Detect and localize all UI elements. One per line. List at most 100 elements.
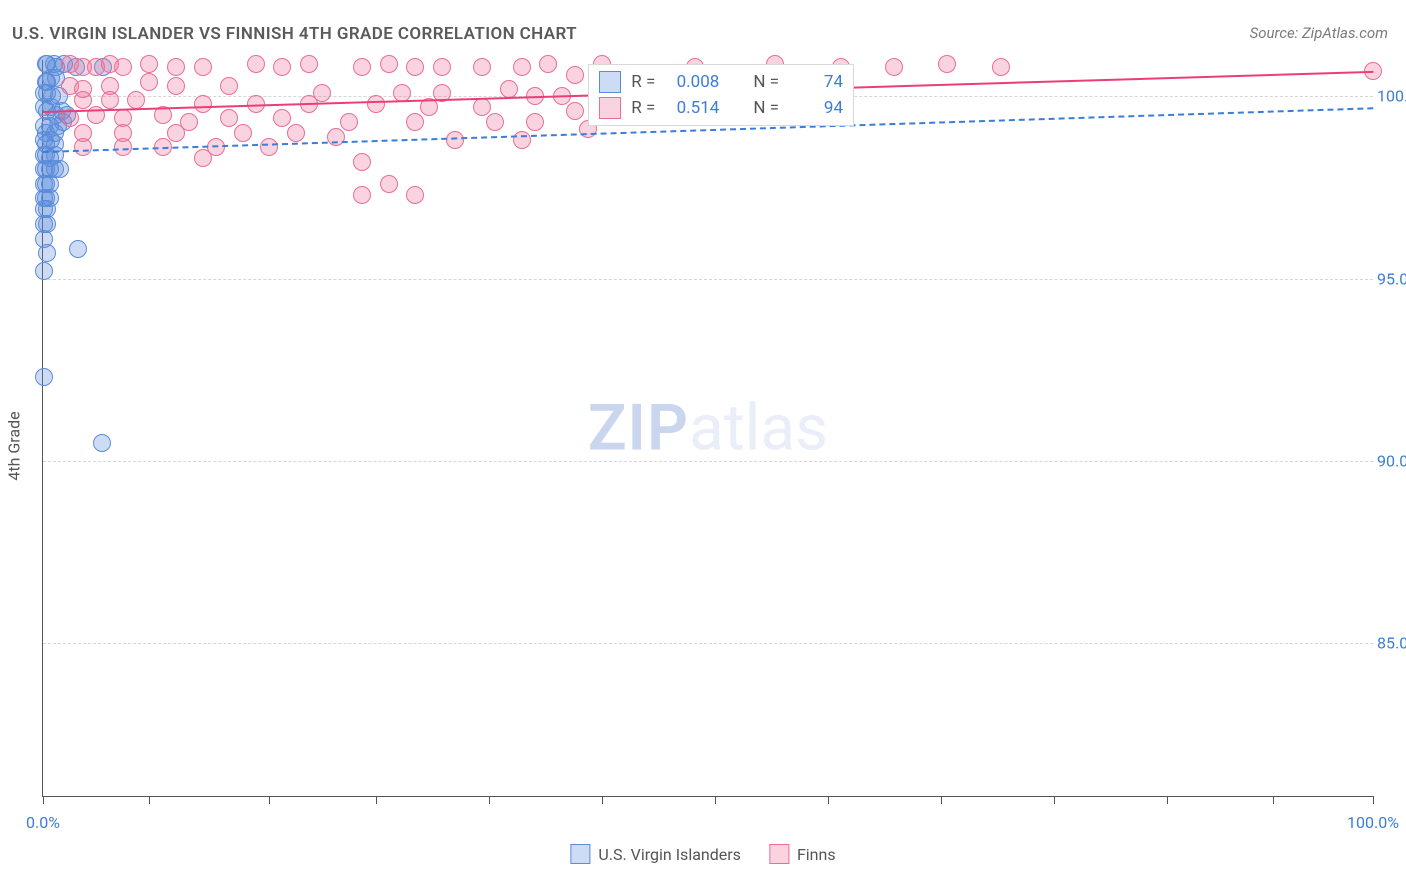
stats-swatch-usvi <box>599 71 621 93</box>
stats-n-label: N = <box>753 72 779 92</box>
stats-swatch-finns <box>599 97 621 119</box>
scatter-point-finns <box>406 58 424 76</box>
scatter-point-finns <box>566 102 584 120</box>
x-tick <box>376 796 377 804</box>
scatter-point-finns <box>539 55 557 73</box>
scatter-point-finns <box>74 91 92 109</box>
scatter-point-finns <box>446 131 464 149</box>
x-tick <box>1373 796 1374 804</box>
legend-item-usvi: U.S. Virgin Islanders <box>570 844 741 864</box>
scatter-point-finns <box>486 113 504 131</box>
scatter-point-usvi <box>93 434 111 452</box>
scatter-point-finns <box>140 73 158 91</box>
x-tick <box>715 796 716 804</box>
plot-area: ZIPatlas 85.0%90.0%95.0%100.0%0.0%100.0%… <box>42 60 1373 797</box>
scatter-point-usvi <box>35 368 53 386</box>
x-tick <box>1054 796 1055 804</box>
scatter-point-finns <box>247 55 265 73</box>
scatter-point-finns <box>287 124 305 142</box>
legend-label-finns: Finns <box>797 845 836 864</box>
x-tick <box>828 796 829 804</box>
y-tick-label: 85.0% <box>1377 633 1406 652</box>
stats-r-value-usvi: 0.008 <box>665 72 719 92</box>
x-tick <box>489 796 490 804</box>
legend-item-finns: Finns <box>769 844 836 864</box>
x-tick <box>269 796 270 804</box>
scatter-point-finns <box>406 113 424 131</box>
scatter-point-usvi <box>35 262 53 280</box>
stats-row-finns: R = 0.514 N = 94 <box>599 97 843 119</box>
y-tick-label: 100.0% <box>1377 87 1406 106</box>
scatter-point-finns <box>140 55 158 73</box>
x-tick <box>43 796 44 804</box>
scatter-point-finns <box>300 55 318 73</box>
legend-swatch-finns <box>769 844 789 864</box>
scatter-point-finns <box>473 98 491 116</box>
scatter-point-finns <box>260 138 278 156</box>
scatter-point-finns <box>167 58 185 76</box>
x-tick <box>1273 796 1274 804</box>
scatter-point-finns <box>74 138 92 156</box>
scatter-point-finns <box>101 91 119 109</box>
stats-box: R = 0.008 N = 74 R = 0.514 N = 94 <box>588 64 854 126</box>
stats-n-label: N = <box>753 98 779 118</box>
scatter-point-finns <box>194 149 212 167</box>
scatter-point-finns <box>473 58 491 76</box>
scatter-point-finns <box>526 113 544 131</box>
stats-r-label: R = <box>631 72 655 92</box>
stats-r-label: R = <box>631 98 655 118</box>
scatter-point-finns <box>167 77 185 95</box>
scatter-point-usvi <box>38 244 56 262</box>
chart-title: U.S. VIRGIN ISLANDER VS FINNISH 4TH GRAD… <box>12 24 577 44</box>
gridline-h <box>43 279 1373 280</box>
watermark: ZIPatlas <box>588 391 828 466</box>
stats-row-usvi: R = 0.008 N = 74 <box>599 71 843 93</box>
watermark-zip: ZIP <box>588 391 689 466</box>
x-tick <box>941 796 942 804</box>
scatter-point-finns <box>340 113 358 131</box>
x-tick-label: 100.0% <box>1347 813 1399 832</box>
stats-n-value-usvi: 74 <box>789 72 843 92</box>
gridline-h <box>43 461 1373 462</box>
legend-label-usvi: U.S. Virgin Islanders <box>598 845 741 864</box>
y-axis-label: 4th Grade <box>5 411 24 480</box>
scatter-point-finns <box>234 124 252 142</box>
scatter-point-finns <box>353 186 371 204</box>
scatter-point-finns <box>566 66 584 84</box>
scatter-point-finns <box>114 58 132 76</box>
scatter-point-finns <box>220 77 238 95</box>
source-credit: Source: ZipAtlas.com <box>1250 24 1388 42</box>
scatter-point-finns <box>406 186 424 204</box>
scatter-point-finns <box>273 109 291 127</box>
x-tick <box>602 796 603 804</box>
scatter-point-finns <box>194 58 212 76</box>
scatter-point-finns <box>885 58 903 76</box>
scatter-point-finns <box>194 95 212 113</box>
x-tick <box>149 796 150 804</box>
legend-bottom: U.S. Virgin Islanders Finns <box>570 844 835 864</box>
gridline-h <box>43 643 1373 644</box>
stats-r-value-finns: 0.514 <box>665 98 719 118</box>
scatter-point-finns <box>500 80 518 98</box>
scatter-point-finns <box>513 58 531 76</box>
x-tick <box>1167 796 1168 804</box>
scatter-point-finns <box>353 153 371 171</box>
y-tick-label: 90.0% <box>1377 451 1406 470</box>
scatter-point-finns <box>380 175 398 193</box>
scatter-point-finns <box>273 58 291 76</box>
scatter-point-finns <box>167 124 185 142</box>
scatter-point-finns <box>992 58 1010 76</box>
stats-n-value-finns: 94 <box>789 98 843 118</box>
scatter-point-finns <box>353 58 371 76</box>
y-tick-label: 95.0% <box>1377 269 1406 288</box>
scatter-point-finns <box>938 55 956 73</box>
legend-swatch-usvi <box>570 844 590 864</box>
scatter-point-finns <box>367 95 385 113</box>
scatter-point-finns <box>513 131 531 149</box>
x-tick-label: 0.0% <box>26 813 60 832</box>
scatter-point-finns <box>127 91 145 109</box>
watermark-rest: atlas <box>689 391 828 466</box>
scatter-point-usvi <box>69 240 87 258</box>
scatter-point-finns <box>220 109 238 127</box>
scatter-point-finns <box>433 58 451 76</box>
